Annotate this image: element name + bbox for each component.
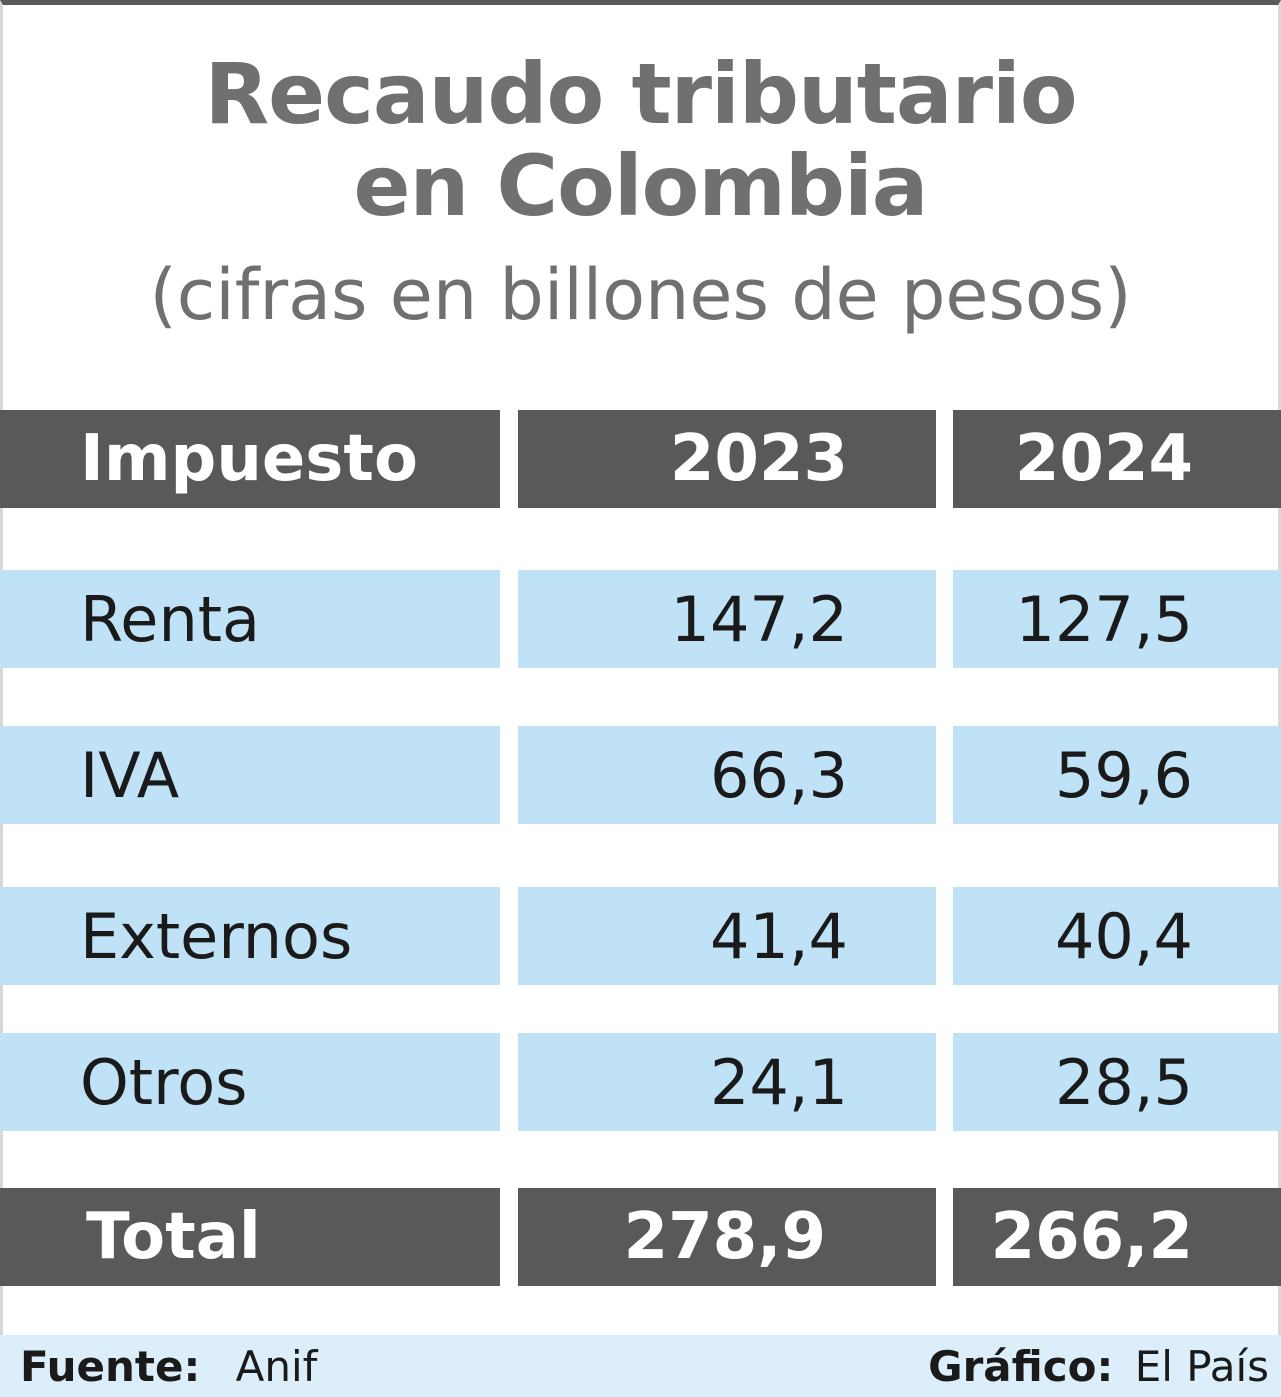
row-label: Otros (0, 1033, 500, 1131)
chart-subtitle: (cifras en billones de pesos) (149, 254, 1132, 336)
row-value-2023: 41,4 (518, 887, 936, 985)
row-label: IVA (0, 726, 500, 824)
row-value-2024: 127,5 (953, 570, 1281, 668)
total-label: Total (0, 1188, 500, 1286)
total-value-2024: 266,2 (953, 1188, 1281, 1286)
row-label: Externos (0, 887, 500, 985)
source-credit: Fuente: Anif (20, 1342, 317, 1391)
title-line-1: Recaudo tributario (204, 45, 1077, 143)
header-2023: 2023 (518, 410, 936, 508)
source-label: Fuente: (20, 1341, 201, 1391)
row-label: Renta (0, 570, 500, 668)
graphic-value: El País (1134, 1341, 1269, 1391)
graphic-label: Gráfico: (928, 1341, 1114, 1391)
row-value-2024: 28,5 (953, 1033, 1281, 1131)
header-2024: 2024 (953, 410, 1281, 508)
graphic-credit: Gráfico: El País (928, 1342, 1269, 1391)
row-value-2023: 24,1 (518, 1033, 936, 1131)
row-value-2024: 59,6 (953, 726, 1281, 824)
chart-title: Recaudo tributario en Colombia (0, 48, 1281, 232)
row-value-2024: 40,4 (953, 887, 1281, 985)
header-impuesto: Impuesto (0, 410, 500, 508)
footer: Fuente: Anif Gráfico: El País (0, 1335, 1281, 1397)
title-line-2: en Colombia (353, 137, 928, 235)
total-value-2023: 278,9 (518, 1188, 936, 1286)
row-value-2023: 66,3 (518, 726, 936, 824)
row-value-2023: 147,2 (518, 570, 936, 668)
source-value: Anif (235, 1341, 318, 1391)
